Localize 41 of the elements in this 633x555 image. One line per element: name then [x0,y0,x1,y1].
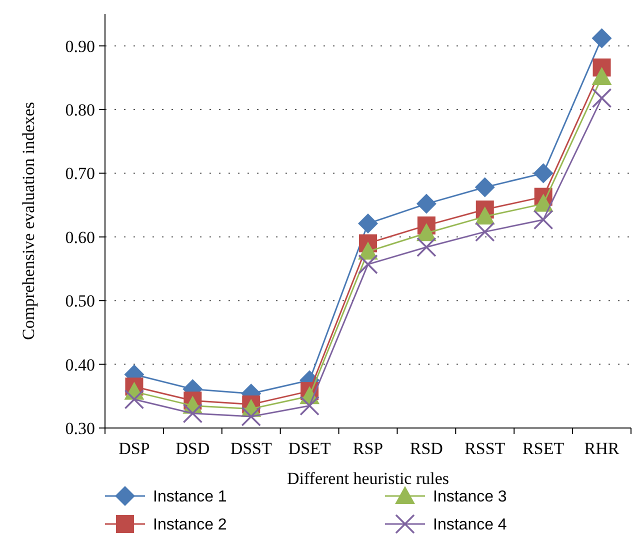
point [592,88,612,108]
y-tick-label: 0.40 [65,355,95,374]
point [416,194,436,214]
point [124,389,144,410]
x-tick-label: RSET [522,439,565,458]
point [358,214,378,234]
legend-label: Instance 1 [153,488,227,506]
point [474,177,495,198]
point [533,210,554,230]
y-tick-label: 0.80 [65,100,95,120]
point [474,222,495,242]
y-tick-label: 0.60 [65,228,95,247]
x-tick-label: DSD [176,439,210,458]
x-tick-label: RSST [464,439,506,458]
x-tick-label: DSP [118,439,150,458]
point [416,237,436,258]
x-tick-label: RSD [410,439,443,458]
y-tick-label: 0.30 [65,418,95,438]
point [592,28,612,48]
legend-label: Instance 3 [433,488,507,506]
x-tick-label: RHR [584,439,620,458]
x-tick-label: DSET [288,439,332,458]
point [533,163,554,184]
x-axis-title: Different heuristic rules [286,469,450,488]
point [358,242,378,260]
y-tick-label: 0.90 [65,36,95,56]
point [592,67,612,86]
point [182,403,203,424]
y-tick-label: 0.50 [65,292,95,311]
legend-label: Instance 4 [433,516,507,534]
point [474,206,495,225]
point [533,194,554,212]
x-tick-label: RSP [352,439,384,458]
x-tick-label: DSST [230,439,273,458]
point [300,396,320,416]
legend-label: Instance 2 [153,516,227,534]
y-axis-title: Comprehensive evaluation indexes [19,102,38,340]
point [358,254,378,274]
point [241,406,262,426]
point [416,223,436,242]
y-tick-label: 0.70 [65,164,95,184]
